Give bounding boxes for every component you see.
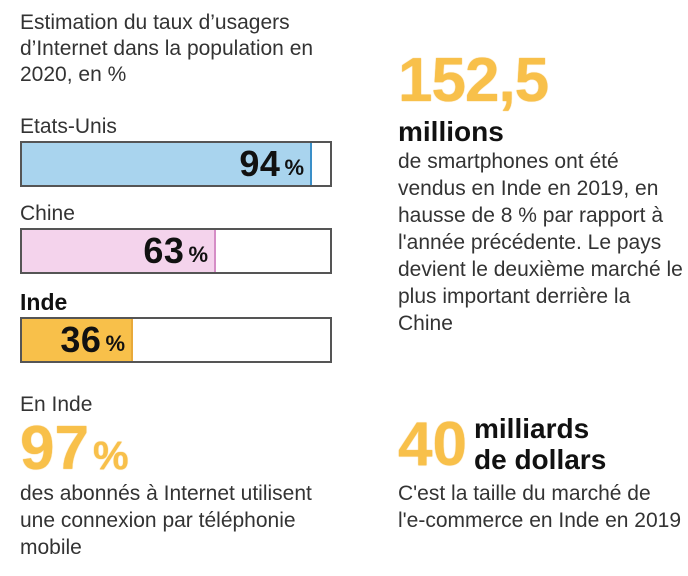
bar-track-3: 36% <box>20 317 332 363</box>
ecommerce-text: C'est la taille du marché de l'e-commerc… <box>398 482 682 532</box>
bar-value-unit-3: % <box>105 331 125 356</box>
bar-1 <box>22 143 312 185</box>
bar-value-unit-1: % <box>284 155 304 180</box>
smartphones-number: 152,5 <box>398 46 549 115</box>
smartphones-unit: millions <box>398 116 504 147</box>
bar-value-unit-2: % <box>188 242 208 267</box>
mobile-text: des abonnés à Internet utilisent une con… <box>20 482 312 559</box>
bar-2 <box>22 230 216 272</box>
bar-label-2: Chine <box>20 202 75 225</box>
bar-value-label-3: 36% <box>60 319 125 361</box>
mobile-number-value: 97 <box>20 414 89 483</box>
bar-value-label-1: 94% <box>239 143 304 185</box>
bar-value-number-1: 94 <box>239 143 281 184</box>
bar-label-1: Etats-Unis <box>20 115 117 138</box>
bar-label-3: Inde <box>20 289 68 315</box>
ecommerce-unit-line2: de dollars <box>474 444 607 475</box>
bar-track-1: 94% <box>20 141 332 187</box>
ecommerce-unit-line1: milliards <box>474 413 590 444</box>
bar-3 <box>22 319 133 361</box>
bar-value-number-3: 36 <box>60 319 102 360</box>
bar-value-number-2: 63 <box>143 230 185 271</box>
mobile-pre: En Inde <box>20 393 93 416</box>
mobile-number: 97% <box>20 418 129 487</box>
bar-track-2: 63% <box>20 228 332 274</box>
chart-intro: Estimation du taux d’usagers d’Internet … <box>20 11 314 86</box>
smartphones-text: de smartphones ont été vendus en Inde en… <box>398 150 683 335</box>
ecommerce-unit: milliards de dollars <box>474 413 606 475</box>
bar-value-label-2: 63% <box>143 230 208 272</box>
mobile-number-pct: % <box>92 434 129 478</box>
ecommerce-number: 40 <box>398 410 467 479</box>
